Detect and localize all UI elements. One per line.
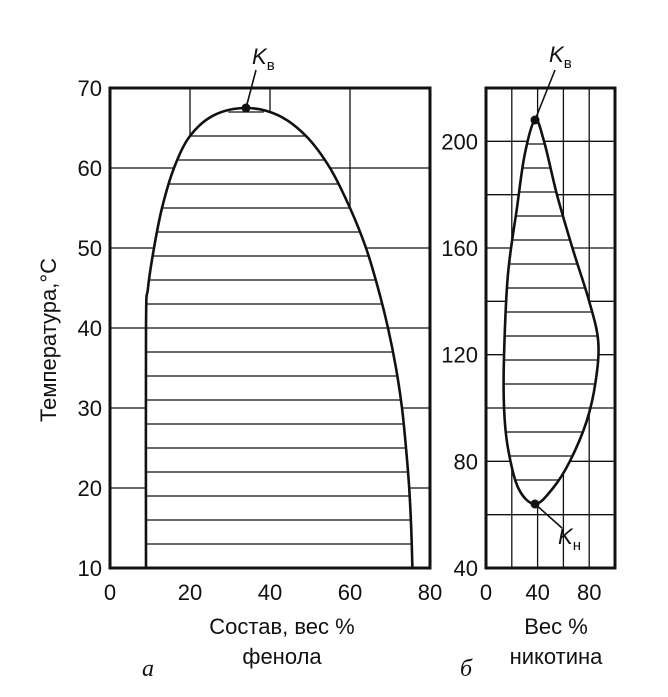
panel-b-lower-critical-leader xyxy=(534,503,563,529)
k-subscript: в xyxy=(564,55,572,72)
x-tick-label: 0 xyxy=(104,580,116,605)
k-subscript: в xyxy=(267,57,275,74)
y-tick-label: 70 xyxy=(78,76,102,101)
y-tick-label: 20 xyxy=(78,476,102,501)
y-tick-label: 40 xyxy=(78,316,102,341)
panel-a-y-tick-labels: 10 20 30 40 50 60 70 xyxy=(78,76,102,581)
y-tick-label: 10 xyxy=(78,556,102,581)
k-letter: K xyxy=(558,524,574,549)
panel-b-letter: б xyxy=(460,656,473,682)
phenol-water-phase-diagram: 0 20 40 60 80 10 20 30 40 50 60 70 Kв Температура,… xyxy=(36,44,442,682)
panel-a-y-axis-label: Температура,°C xyxy=(36,258,61,422)
panel-a-x-axis-label-line1: Состав, вес % xyxy=(209,614,354,639)
panel-a-binodal-curve xyxy=(144,106,414,569)
panel-a-critical-point-leader xyxy=(245,69,257,109)
panel-b-lower-critical-label: Kн xyxy=(558,524,581,554)
panel-b-x-axis-label-line1: Вес % xyxy=(524,614,588,639)
y-tick-label: 60 xyxy=(78,156,102,181)
k-letter: K xyxy=(549,42,565,67)
x-tick-label: 80 xyxy=(418,580,442,605)
x-tick-label: 20 xyxy=(178,580,202,605)
panel-b-plot-frame xyxy=(484,86,617,570)
panel-a-plot-frame xyxy=(108,86,432,570)
y-tick-label: 160 xyxy=(441,236,478,261)
panel-a-letter: а xyxy=(142,656,154,682)
y-tick-label: 80 xyxy=(454,449,478,474)
x-tick-label: 60 xyxy=(338,580,362,605)
x-tick-label: 40 xyxy=(525,580,549,605)
panel-b-tie-lines xyxy=(504,143,598,481)
panel-a-x-tick-labels: 0 20 40 60 80 xyxy=(104,580,442,605)
panel-a-two-phase-region xyxy=(145,108,413,568)
k-subscript: н xyxy=(573,537,581,554)
panel-b-y-tick-labels: 40 80 120 160 200 xyxy=(441,129,478,581)
x-tick-label: 40 xyxy=(258,580,282,605)
y-tick-label: 120 xyxy=(441,343,478,368)
panel-b-upper-critical-label: Kв xyxy=(549,42,572,72)
panel-b-x-axis-label-line2: никотина xyxy=(510,644,604,669)
y-tick-label: 40 xyxy=(454,556,478,581)
y-tick-label: 30 xyxy=(78,396,102,421)
panel-b-x-tick-labels: 0 40 80 xyxy=(480,580,602,605)
k-letter: K xyxy=(252,44,268,69)
x-tick-label: 80 xyxy=(577,580,601,605)
panel-a-x-axis-label-line2: фенола xyxy=(242,644,322,669)
panel-a-tie-lines xyxy=(146,111,412,545)
panel-a-upper-critical-label: Kв xyxy=(252,44,275,74)
panel-b-closed-binodal-curve xyxy=(502,118,600,506)
y-tick-label: 50 xyxy=(78,236,102,261)
x-tick-label: 0 xyxy=(480,580,492,605)
panel-b-upper-critical-leader xyxy=(534,69,556,121)
y-tick-label: 200 xyxy=(441,129,478,154)
